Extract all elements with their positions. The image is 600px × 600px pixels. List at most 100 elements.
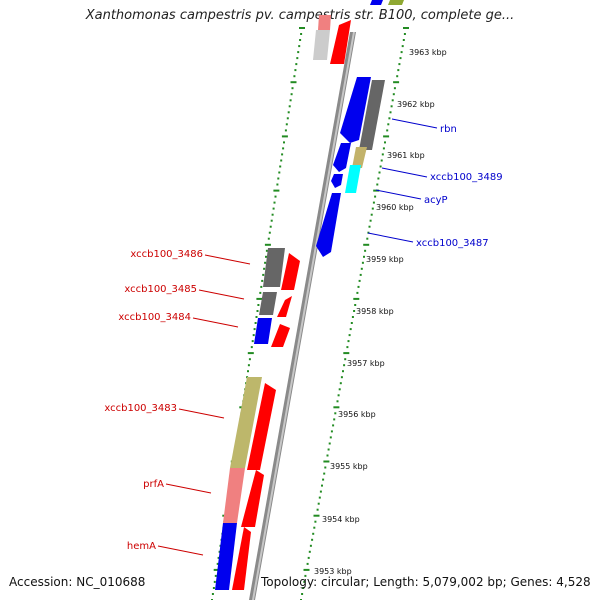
gene-label-xccb100-3483[interactable]: xccb100_3483 (104, 403, 177, 414)
gene-block[interactable] (254, 318, 272, 344)
gene-block[interactable] (277, 296, 292, 317)
track-dot (323, 472, 326, 475)
track-dot (247, 364, 250, 367)
track-dot (280, 159, 283, 162)
gene-block[interactable] (230, 377, 262, 468)
track-dot (363, 243, 370, 246)
track-dot (307, 556, 310, 559)
track-dot (290, 93, 293, 96)
track-dot (332, 424, 335, 427)
track-dot (299, 39, 302, 41)
track-dot (278, 171, 281, 174)
track-dot (396, 75, 399, 78)
gene-label-xccb100-3485[interactable]: xccb100_3485 (124, 284, 197, 295)
tick-label: 3961 kbp (387, 151, 425, 160)
track-dot (328, 442, 331, 445)
gene-block[interactable] (340, 77, 371, 143)
gene-block[interactable] (247, 383, 276, 470)
track-dot (360, 267, 363, 270)
track-dot (265, 255, 267, 258)
gene-block[interactable] (330, 20, 351, 64)
track-dot (334, 412, 337, 415)
track-dot (374, 195, 377, 198)
track-dot (382, 147, 385, 150)
gene-label-prfa[interactable]: prfA (143, 479, 164, 490)
track-dot (364, 249, 367, 252)
track-dot (297, 51, 300, 54)
gene-label-xccb100-3487[interactable]: xccb100_3487 (416, 238, 489, 249)
track-dot (214, 574, 217, 577)
track-dot (295, 63, 298, 66)
gene-label-xccb100-3484[interactable]: xccb100_3484 (118, 312, 191, 323)
track-dot (333, 418, 336, 421)
track-dot (399, 57, 402, 60)
reverse-strand-genes (215, 15, 331, 590)
gene-block[interactable] (388, 0, 404, 5)
track-dot (213, 568, 220, 571)
track-dot (253, 328, 256, 331)
track-dot (283, 141, 285, 144)
track-dot (256, 310, 259, 312)
gene-block[interactable] (345, 165, 361, 193)
track-dot (326, 454, 329, 457)
gene-label-acyp[interactable]: acyP (424, 195, 448, 206)
track-dot (357, 285, 360, 288)
gene-label-rbn[interactable]: rbn (440, 124, 457, 135)
backbone-highlight (252, 32, 355, 600)
track-dot (342, 370, 344, 373)
track-dot (368, 225, 371, 228)
track-dot (402, 39, 405, 41)
track-dot (264, 261, 267, 264)
gene-block[interactable] (333, 143, 351, 172)
track-dot (273, 201, 276, 204)
track-dot (259, 291, 262, 294)
gene-block[interactable] (370, 0, 383, 5)
gene-block[interactable] (313, 30, 330, 60)
gene-block[interactable] (223, 468, 245, 523)
track-dot (319, 490, 322, 493)
track-dot (387, 123, 390, 126)
track-dot (260, 285, 263, 288)
track-dot (285, 123, 288, 126)
gene-block[interactable] (271, 324, 290, 347)
gene-block[interactable] (259, 292, 277, 315)
track-dot (343, 364, 346, 367)
track-dot (316, 508, 319, 511)
gene-block[interactable] (318, 15, 331, 30)
track-dot (252, 334, 255, 337)
track-dot (346, 346, 349, 349)
track-dot (337, 394, 340, 397)
track-dot (393, 87, 396, 90)
gene-label-xccb100-3489[interactable]: xccb100_3489 (430, 172, 503, 183)
gene-label-xccb100-3486[interactable]: xccb100_3486 (130, 249, 203, 260)
accession-label: Accession: NC_010688 (9, 575, 146, 589)
label-leader-lines (157, 118, 438, 556)
track-dot (340, 376, 343, 379)
kbp-axis: 3963 kbp 3962 kbp 3961 kbp 3960 kbp 3959… (314, 48, 447, 576)
gene-block[interactable] (232, 527, 251, 590)
gene-block[interactable] (359, 80, 385, 150)
gene-block[interactable] (215, 523, 237, 590)
gene-block[interactable] (281, 253, 300, 290)
gene-block[interactable] (263, 248, 285, 287)
track-dot (381, 153, 384, 156)
gene-block[interactable] (241, 470, 264, 527)
track-dot (390, 105, 393, 108)
gene-label-hema[interactable]: hemA (127, 541, 156, 552)
track-dot (272, 207, 275, 210)
track-dot (277, 177, 280, 180)
track-dot (383, 135, 390, 138)
track-dot (261, 279, 264, 282)
tick-label: 3957 kbp (347, 359, 385, 368)
tick-label: 3955 kbp (330, 462, 368, 471)
gene-block[interactable] (352, 147, 367, 168)
track-dot (389, 111, 392, 114)
track-dot (211, 593, 214, 595)
track-dot (251, 340, 254, 343)
track-dot (262, 273, 265, 276)
track-dot (306, 562, 309, 565)
gene-block[interactable] (331, 174, 343, 188)
track-dot (379, 165, 382, 168)
gene-block[interactable] (316, 193, 341, 257)
